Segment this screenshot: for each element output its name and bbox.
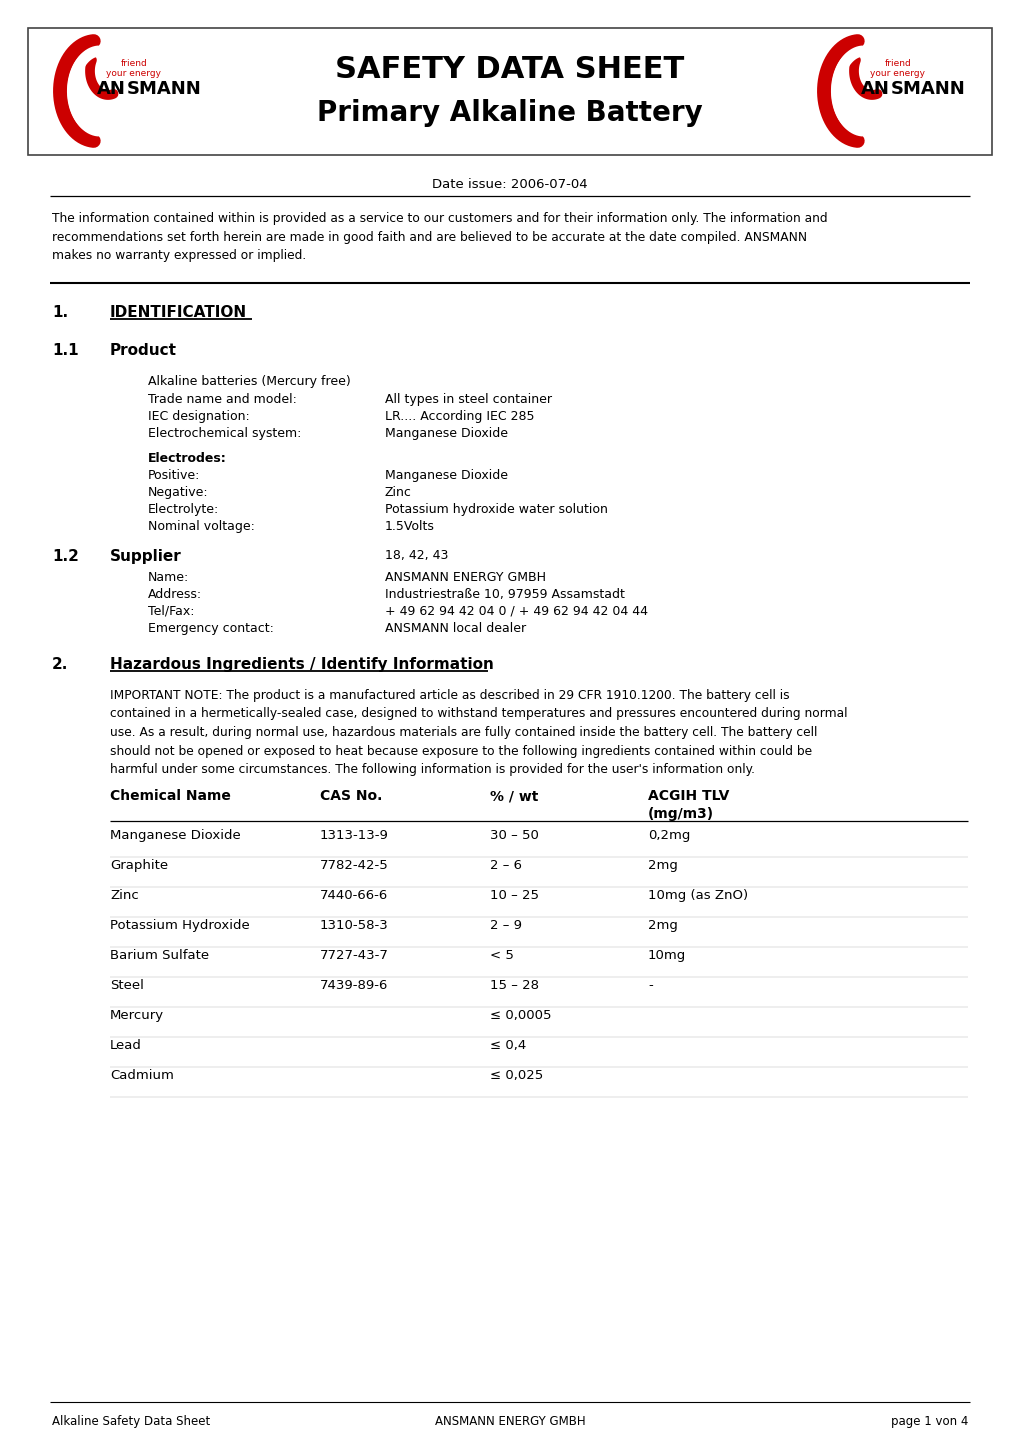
- Text: Date issue: 2006-07-04: Date issue: 2006-07-04: [432, 177, 587, 190]
- Text: Cadmium: Cadmium: [110, 1069, 173, 1082]
- Text: 1.2: 1.2: [52, 548, 78, 564]
- Text: Hazardous Ingredients / Identify Information: Hazardous Ingredients / Identify Informa…: [110, 657, 493, 672]
- Bar: [28, 27, 991, 154]
- Text: Manganese Dioxide: Manganese Dioxide: [384, 427, 507, 440]
- Text: 1310-58-3: 1310-58-3: [320, 919, 388, 932]
- Text: 10mg (as ZnO): 10mg (as ZnO): [647, 889, 747, 902]
- Text: Graphite: Graphite: [110, 859, 168, 872]
- Text: Barium Sulfate: Barium Sulfate: [110, 949, 209, 962]
- Text: Negative:: Negative:: [148, 486, 209, 499]
- Text: Name:: Name:: [148, 571, 190, 584]
- Text: 2mg: 2mg: [647, 859, 678, 872]
- Text: 30 – 50: 30 – 50: [489, 828, 538, 843]
- Text: Positive:: Positive:: [148, 469, 200, 482]
- Text: friend: friend: [883, 59, 911, 68]
- Text: Alkaline batteries (Mercury free): Alkaline batteries (Mercury free): [148, 375, 351, 388]
- Text: ANSMANN ENERGY GMBH: ANSMANN ENERGY GMBH: [384, 571, 545, 584]
- Text: 7727-43-7: 7727-43-7: [320, 949, 388, 962]
- Text: ≤ 0,025: ≤ 0,025: [489, 1069, 543, 1082]
- Text: Zinc: Zinc: [384, 486, 412, 499]
- Text: ACGIH TLV
(mg/m3): ACGIH TLV (mg/m3): [647, 789, 729, 821]
- Text: 2.: 2.: [52, 657, 68, 672]
- Text: 2 – 9: 2 – 9: [489, 919, 522, 932]
- Text: 18, 42, 43: 18, 42, 43: [384, 548, 448, 561]
- Text: Chemical Name: Chemical Name: [110, 789, 230, 802]
- Text: ≤ 0,0005: ≤ 0,0005: [489, 1009, 551, 1022]
- Text: 7440-66-6: 7440-66-6: [320, 889, 388, 902]
- Text: Mercury: Mercury: [110, 1009, 164, 1022]
- Text: Product: Product: [110, 343, 177, 358]
- Text: % / wt: % / wt: [489, 789, 538, 802]
- Text: Address:: Address:: [148, 587, 202, 600]
- Text: CAS No.: CAS No.: [320, 789, 382, 802]
- Text: 1.5Volts: 1.5Volts: [384, 519, 434, 532]
- Text: page 1 von 4: page 1 von 4: [890, 1416, 967, 1429]
- Text: Zinc: Zinc: [110, 889, 139, 902]
- Text: SMANN: SMANN: [891, 79, 965, 98]
- Text: IDENTIFICATION: IDENTIFICATION: [110, 304, 247, 320]
- Text: Alkaline Safety Data Sheet: Alkaline Safety Data Sheet: [52, 1416, 210, 1429]
- Text: Tel/Fax:: Tel/Fax:: [148, 605, 195, 618]
- Text: Industriestraße 10, 97959 Assamstadt: Industriestraße 10, 97959 Assamstadt: [384, 587, 625, 600]
- Text: Emergency contact:: Emergency contact:: [148, 622, 274, 635]
- Text: -: -: [647, 978, 652, 991]
- Text: 7439-89-6: 7439-89-6: [320, 978, 388, 991]
- Text: AN: AN: [97, 79, 126, 98]
- Text: < 5: < 5: [489, 949, 514, 962]
- Text: IEC designation:: IEC designation:: [148, 410, 250, 423]
- Text: Supplier: Supplier: [110, 548, 181, 564]
- Text: Steel: Steel: [110, 978, 144, 991]
- Text: your energy: your energy: [106, 69, 161, 78]
- Text: friend: friend: [120, 59, 147, 68]
- Text: 1.: 1.: [52, 304, 68, 320]
- Text: Trade name and model:: Trade name and model:: [148, 392, 297, 405]
- Text: ANSMANN local dealer: ANSMANN local dealer: [384, 622, 526, 635]
- Text: The information contained within is provided as a service to our customers and f: The information contained within is prov…: [52, 212, 826, 263]
- Text: Potassium hydroxide water solution: Potassium hydroxide water solution: [384, 504, 607, 517]
- Text: AN: AN: [860, 79, 890, 98]
- Text: SMANN: SMANN: [127, 79, 202, 98]
- Text: 1.1: 1.1: [52, 343, 78, 358]
- Text: Potassium Hydroxide: Potassium Hydroxide: [110, 919, 250, 932]
- Text: LR.... According IEC 285: LR.... According IEC 285: [384, 410, 534, 423]
- Text: Nominal voltage:: Nominal voltage:: [148, 519, 255, 532]
- Text: All types in steel container: All types in steel container: [384, 392, 551, 405]
- Text: IMPORTANT NOTE: The product is a manufactured article as described in 29 CFR 191: IMPORTANT NOTE: The product is a manufac…: [110, 688, 847, 776]
- Text: ≤ 0,4: ≤ 0,4: [489, 1039, 526, 1052]
- Text: 15 – 28: 15 – 28: [489, 978, 538, 991]
- Text: Lead: Lead: [110, 1039, 142, 1052]
- Text: your energy: your energy: [869, 69, 924, 78]
- Text: Electrochemical system:: Electrochemical system:: [148, 427, 301, 440]
- Text: Manganese Dioxide: Manganese Dioxide: [384, 469, 507, 482]
- Text: Electrolyte:: Electrolyte:: [148, 504, 219, 517]
- Text: Primary Alkaline Battery: Primary Alkaline Battery: [317, 100, 702, 127]
- Text: 2mg: 2mg: [647, 919, 678, 932]
- Text: 2 – 6: 2 – 6: [489, 859, 522, 872]
- Text: + 49 62 94 42 04 0 / + 49 62 94 42 04 44: + 49 62 94 42 04 0 / + 49 62 94 42 04 44: [384, 605, 647, 618]
- Text: 7782-42-5: 7782-42-5: [320, 859, 388, 872]
- Text: Electrodes:: Electrodes:: [148, 452, 226, 465]
- Text: SAFETY DATA SHEET: SAFETY DATA SHEET: [335, 55, 684, 85]
- Text: 1313-13-9: 1313-13-9: [320, 828, 388, 843]
- Text: 10 – 25: 10 – 25: [489, 889, 538, 902]
- Text: 10mg: 10mg: [647, 949, 686, 962]
- Text: Manganese Dioxide: Manganese Dioxide: [110, 828, 240, 843]
- Text: 0,2mg: 0,2mg: [647, 828, 690, 843]
- Text: ANSMANN ENERGY GMBH: ANSMANN ENERGY GMBH: [434, 1416, 585, 1429]
